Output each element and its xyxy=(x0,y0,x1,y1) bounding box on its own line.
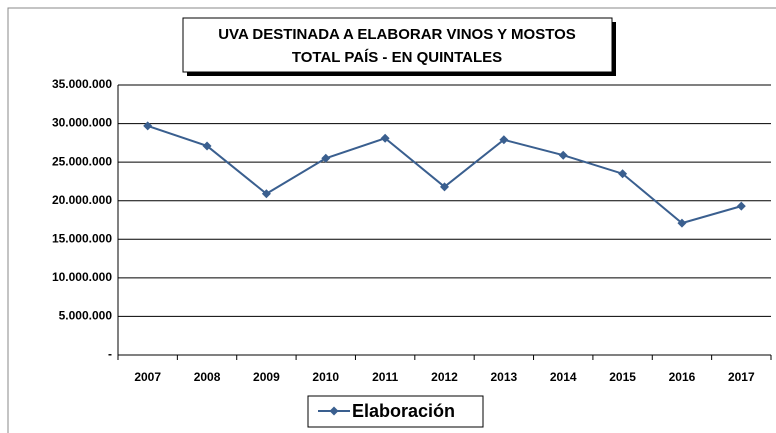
y-tick-label: 10.000.000 xyxy=(52,270,112,284)
legend-marker xyxy=(329,406,339,416)
point xyxy=(261,189,271,199)
point xyxy=(380,133,390,143)
point xyxy=(202,141,212,151)
x-tick-label: 2009 xyxy=(253,370,280,384)
x-tick-label: 2011 xyxy=(372,370,398,384)
point xyxy=(618,169,628,179)
legend-label: Elaboración xyxy=(352,401,455,421)
point xyxy=(558,150,568,160)
y-tick-label: 20.000.000 xyxy=(52,193,112,207)
chart-frame xyxy=(7,7,776,433)
y-tick-label: 15.000.000 xyxy=(52,231,112,245)
x-tick-label: 2015 xyxy=(609,370,636,384)
y-tick-label: - xyxy=(108,347,112,361)
chart-title: TOTAL PAÍS - EN QUINTALES xyxy=(292,49,502,66)
point xyxy=(321,153,331,163)
x-tick-label: 2013 xyxy=(491,370,518,384)
y-tick-label: 25.000.000 xyxy=(52,154,112,168)
y-tick-label: 30.000.000 xyxy=(52,116,112,130)
title-box xyxy=(182,17,613,73)
x-tick-label: 2012 xyxy=(431,370,458,384)
x-tick-label: 2010 xyxy=(312,370,339,384)
point xyxy=(499,135,509,145)
x-tick-label: 2014 xyxy=(550,370,577,384)
chart-title: UVA DESTINADA A ELABORAR VINOS Y MOSTOS xyxy=(218,26,576,43)
x-tick-label: 2008 xyxy=(194,370,221,384)
point xyxy=(736,201,746,211)
y-tick-label: 5.000.000 xyxy=(59,309,113,323)
y-tick-label: 35.000.000 xyxy=(52,77,112,91)
point xyxy=(143,121,153,131)
x-tick-label: 2016 xyxy=(669,370,696,384)
point xyxy=(677,218,687,228)
x-tick-label: 2017 xyxy=(728,370,755,384)
x-tick-label: 2007 xyxy=(134,370,161,384)
point xyxy=(440,182,449,192)
